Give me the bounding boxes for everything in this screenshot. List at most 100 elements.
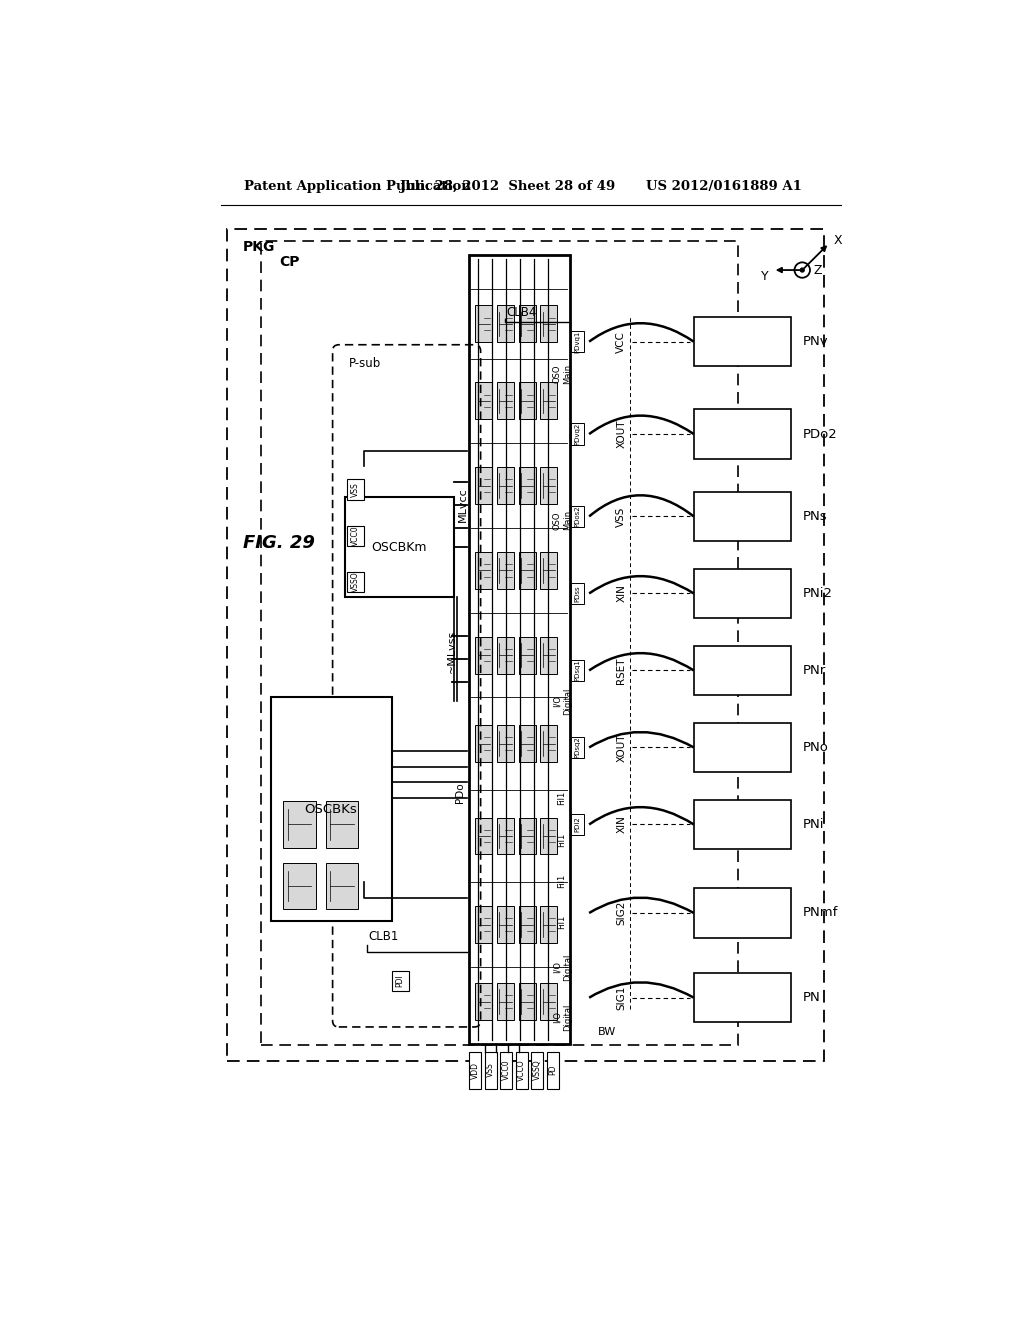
- Bar: [570, 506, 585, 527]
- Bar: [475, 552, 493, 589]
- Bar: [518, 817, 536, 854]
- Bar: [497, 636, 514, 673]
- Text: PNr: PNr: [802, 664, 825, 677]
- Text: FIG. 29: FIG. 29: [243, 535, 314, 552]
- Text: PDvq2: PDvq2: [574, 422, 581, 445]
- Text: I/O
Digital: I/O Digital: [552, 688, 571, 715]
- Bar: [541, 305, 557, 342]
- Text: VSSQ: VSSQ: [532, 1060, 542, 1080]
- Bar: [693, 645, 791, 696]
- Text: PNi2: PNi2: [802, 587, 833, 601]
- Bar: [570, 660, 585, 681]
- Text: MLvcc: MLvcc: [458, 487, 468, 523]
- Text: VCC: VCC: [616, 331, 627, 352]
- Bar: [518, 552, 536, 589]
- Text: PNmf: PNmf: [802, 907, 838, 920]
- Bar: [475, 636, 493, 673]
- Bar: [497, 552, 514, 589]
- Text: Patent Application Publication: Patent Application Publication: [245, 181, 471, 194]
- Bar: [497, 817, 514, 854]
- Bar: [518, 636, 536, 673]
- Bar: [497, 305, 514, 342]
- Bar: [693, 723, 791, 772]
- Text: VSS: VSS: [486, 1063, 496, 1077]
- Text: PDi2: PDi2: [574, 817, 581, 833]
- Text: VCC0: VCC0: [350, 525, 359, 546]
- Text: XIN: XIN: [616, 585, 627, 602]
- Bar: [518, 725, 536, 762]
- Bar: [346, 572, 364, 591]
- Bar: [570, 424, 585, 445]
- Bar: [497, 983, 514, 1020]
- Text: XOUT: XOUT: [616, 420, 627, 449]
- Bar: [500, 1052, 512, 1089]
- Bar: [693, 800, 791, 849]
- Text: ~MLvss: ~MLvss: [446, 630, 457, 673]
- Bar: [497, 467, 514, 504]
- Text: Y: Y: [761, 269, 769, 282]
- Bar: [469, 1052, 481, 1089]
- Text: PDvq1: PDvq1: [574, 330, 581, 352]
- Text: Z: Z: [813, 264, 821, 277]
- Bar: [518, 983, 536, 1020]
- Bar: [283, 801, 315, 847]
- Bar: [475, 983, 493, 1020]
- Text: PKG: PKG: [243, 240, 275, 253]
- Text: PDsq1: PDsq1: [574, 660, 581, 681]
- Bar: [541, 817, 557, 854]
- Bar: [475, 305, 493, 342]
- Bar: [518, 383, 536, 420]
- Bar: [227, 230, 824, 1061]
- Text: BW: BW: [598, 1027, 616, 1038]
- Bar: [541, 906, 557, 942]
- Text: VSS: VSS: [350, 482, 359, 496]
- Text: XOUT: XOUT: [616, 733, 627, 762]
- Text: SIG1: SIG1: [616, 986, 627, 1010]
- Text: PNs: PNs: [802, 510, 826, 523]
- Text: Jun. 28, 2012  Sheet 28 of 49: Jun. 28, 2012 Sheet 28 of 49: [400, 181, 615, 194]
- Bar: [570, 737, 585, 758]
- Text: OSO
Main: OSO Main: [552, 364, 571, 384]
- Bar: [497, 383, 514, 420]
- Bar: [693, 569, 791, 618]
- Text: PDos2: PDos2: [574, 506, 581, 527]
- Text: OSCBKm: OSCBKm: [372, 541, 427, 554]
- Bar: [518, 305, 536, 342]
- Bar: [326, 863, 358, 909]
- Bar: [547, 1052, 559, 1089]
- Bar: [475, 383, 493, 420]
- Text: OSCBKs: OSCBKs: [305, 803, 357, 816]
- Bar: [570, 582, 585, 605]
- Text: PD: PD: [548, 1065, 557, 1076]
- Bar: [570, 331, 585, 352]
- Bar: [531, 1052, 544, 1089]
- Text: CLB1: CLB1: [369, 929, 398, 942]
- Bar: [475, 725, 493, 762]
- Text: VSSO: VSSO: [350, 572, 359, 593]
- Bar: [283, 863, 315, 909]
- Bar: [693, 888, 791, 937]
- Bar: [541, 636, 557, 673]
- Text: VSS: VSS: [616, 507, 627, 527]
- Text: VDD: VDD: [471, 1061, 479, 1078]
- Bar: [515, 1052, 528, 1089]
- Bar: [541, 467, 557, 504]
- Bar: [693, 317, 791, 367]
- Text: Fil1: Fil1: [557, 791, 566, 805]
- Bar: [693, 409, 791, 459]
- Bar: [497, 725, 514, 762]
- Bar: [518, 467, 536, 504]
- Bar: [271, 697, 391, 921]
- Bar: [475, 906, 493, 942]
- Text: VCC0: VCC0: [502, 1060, 511, 1080]
- Text: PN: PN: [802, 991, 820, 1005]
- Text: PDo2: PDo2: [802, 428, 837, 441]
- Bar: [541, 725, 557, 762]
- Text: PDsq2: PDsq2: [574, 737, 581, 758]
- Circle shape: [801, 268, 804, 272]
- Bar: [541, 383, 557, 420]
- Text: US 2012/0161889 A1: US 2012/0161889 A1: [646, 181, 802, 194]
- Text: P-sub: P-sub: [349, 356, 381, 370]
- Text: CP: CP: [280, 255, 300, 269]
- Text: PNo: PNo: [802, 741, 828, 754]
